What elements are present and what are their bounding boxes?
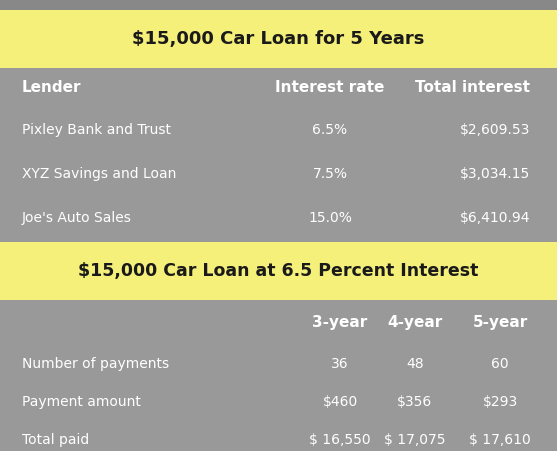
Text: Lender: Lender	[22, 80, 81, 96]
Text: $3,034.15: $3,034.15	[460, 167, 530, 181]
Text: Interest rate: Interest rate	[275, 80, 385, 96]
Text: Total paid: Total paid	[22, 433, 89, 447]
Bar	[0, 242, 557, 300]
Text: 3-year: 3-year	[312, 315, 368, 330]
Text: XYZ Savings and Loan: XYZ Savings and Loan	[22, 167, 177, 181]
Text: Number of payments: Number of payments	[22, 357, 169, 371]
Text: $15,000 Car Loan for 5 Years: $15,000 Car Loan for 5 Years	[133, 30, 424, 48]
Text: $2,609.53: $2,609.53	[460, 123, 530, 137]
Text: 7.5%: 7.5%	[312, 167, 348, 181]
Text: 15.0%: 15.0%	[308, 211, 352, 225]
Text: $460: $460	[323, 395, 358, 409]
Text: 5-year: 5-year	[472, 315, 527, 330]
Text: 36: 36	[331, 357, 349, 371]
Text: 60: 60	[491, 357, 509, 371]
Bar	[0, 10, 557, 68]
Text: Pixley Bank and Trust: Pixley Bank and Trust	[22, 123, 171, 137]
Text: 48: 48	[406, 357, 424, 371]
Text: 4-year: 4-year	[387, 315, 443, 330]
Text: Joe's Auto Sales: Joe's Auto Sales	[22, 211, 132, 225]
Text: $15,000 Car Loan at 6.5 Percent Interest: $15,000 Car Loan at 6.5 Percent Interest	[79, 262, 478, 280]
Text: 6.5%: 6.5%	[312, 123, 348, 137]
Text: Total interest: Total interest	[415, 80, 530, 96]
Text: $ 16,550: $ 16,550	[309, 433, 371, 447]
Text: $293: $293	[482, 395, 517, 409]
Text: Payment amount: Payment amount	[22, 395, 141, 409]
Text: $ 17,610: $ 17,610	[469, 433, 531, 447]
Bar	[0, 0, 557, 10]
Text: $356: $356	[397, 395, 433, 409]
Text: $ 17,075: $ 17,075	[384, 433, 446, 447]
Text: $6,410.94: $6,410.94	[460, 211, 530, 225]
